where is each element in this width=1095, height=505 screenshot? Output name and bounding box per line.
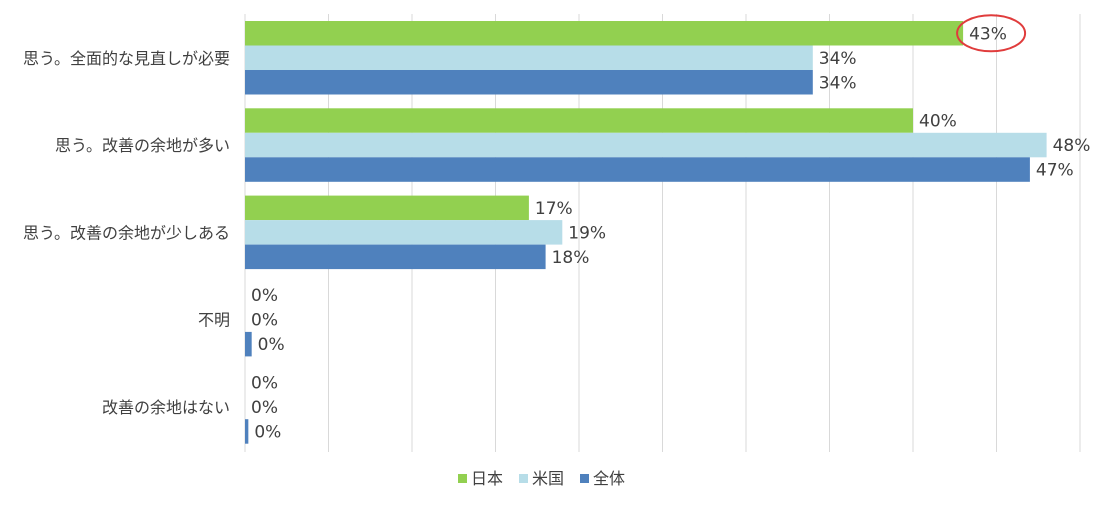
bars bbox=[245, 21, 1047, 444]
data-label: 0% bbox=[258, 335, 285, 355]
category-label: 不明 bbox=[198, 311, 230, 330]
data-label: 43% bbox=[969, 24, 1007, 44]
bar bbox=[245, 195, 529, 221]
legend-label: 米国 bbox=[532, 469, 564, 488]
data-label: 0% bbox=[254, 422, 281, 442]
bar bbox=[245, 419, 249, 444]
bar bbox=[245, 244, 546, 270]
data-label: 0% bbox=[251, 398, 278, 418]
data-label: 18% bbox=[552, 248, 590, 268]
category-label: 思う。改善の余地が多い bbox=[55, 136, 230, 155]
legend-label: 日本 bbox=[471, 469, 503, 488]
legend-swatch bbox=[458, 474, 467, 483]
legend-swatch bbox=[519, 474, 528, 483]
bar bbox=[245, 21, 964, 46]
bar bbox=[245, 70, 813, 95]
bar bbox=[245, 132, 1047, 158]
bar bbox=[245, 45, 813, 70]
data-label: 0% bbox=[251, 373, 278, 393]
data-label: 0% bbox=[251, 311, 278, 331]
data-label: 34% bbox=[819, 73, 857, 93]
data-label: 48% bbox=[1053, 136, 1091, 156]
bar bbox=[245, 331, 252, 357]
category-label: 思う。全面的な見直しが必要 bbox=[23, 49, 230, 68]
data-label: 40% bbox=[919, 112, 957, 132]
category-label: 改善の余地はない bbox=[102, 398, 230, 417]
data-label: 34% bbox=[819, 49, 857, 69]
data-label: 17% bbox=[535, 199, 573, 219]
legend-label: 全体 bbox=[593, 469, 625, 488]
legend-swatch bbox=[580, 474, 589, 483]
data-label: 0% bbox=[251, 286, 278, 306]
category-labels: 思う。全面的な見直しが必要思う。改善の余地が多い思う。改善の余地が少しある不明改… bbox=[23, 49, 230, 417]
bar bbox=[245, 157, 1030, 182]
data-label: 19% bbox=[568, 223, 606, 243]
category-label: 思う。改善の余地が少しある bbox=[23, 223, 230, 242]
data-label: 47% bbox=[1036, 161, 1074, 181]
annotations bbox=[956, 14, 1027, 53]
highlight-ellipse bbox=[956, 14, 1027, 53]
bar bbox=[245, 220, 563, 245]
legend: 日本 米国 全体 bbox=[458, 469, 625, 488]
data-labels: 43% 34% 34% 40% 48% 47% 17% 19% 18% 0% 0% 0% 0% 0% 0% bbox=[251, 24, 1090, 442]
bar bbox=[245, 108, 913, 133]
